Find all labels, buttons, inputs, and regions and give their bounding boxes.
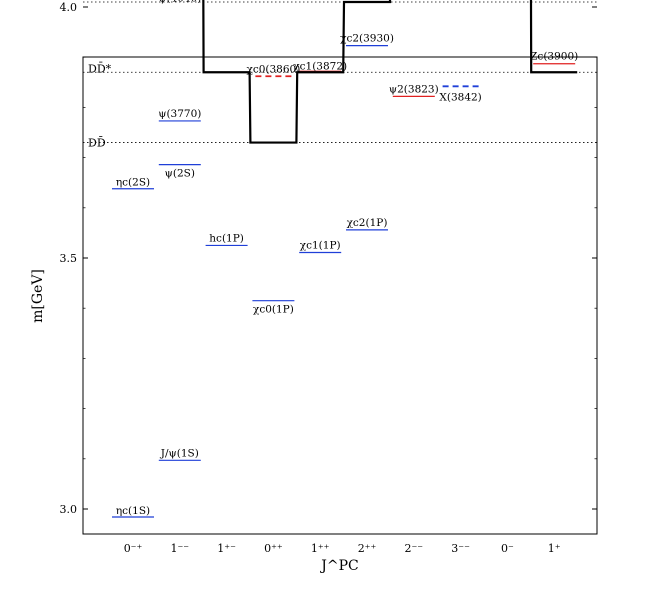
state-label: ψ(2S) [165, 168, 195, 180]
state-label: χc0(3860) [246, 63, 300, 75]
x-axis-label: J^PC [319, 558, 358, 574]
threshold-label: DD̄* [88, 62, 112, 75]
state-label: χc1(3872) [293, 60, 347, 72]
x-tick-label: 2⁺⁺ [358, 542, 377, 555]
state-label: X(3842) [439, 91, 481, 103]
threshold-step-line [202, 0, 578, 144]
state-label: χc2(3930) [340, 33, 394, 45]
state-label: J/ψ(1S) [160, 447, 199, 459]
state-label: χc0(1P) [253, 304, 294, 316]
state-label: χc1(1P) [300, 239, 341, 251]
state-label: ηc(1S) [116, 505, 150, 517]
x-tick-label: 3⁻⁻ [451, 542, 470, 555]
x-tick-label: 2⁻⁻ [404, 542, 423, 555]
y-tick-label: 4.0 [60, 1, 78, 14]
x-axis-ticks: 0⁻⁺ 1⁻⁻ 1⁺⁻ 0⁺⁺ 1⁺⁺ 2⁺⁺ 2⁻⁻ 3⁻⁻ 0⁻ 1⁺ [124, 542, 561, 555]
y-tick-label: 3.0 [60, 503, 78, 516]
state-label: Zc(3900) [530, 51, 578, 63]
state-label: hc(1P) [209, 232, 244, 244]
y-tick-label: 3.5 [60, 252, 78, 265]
x-tick-label: 0⁻ [501, 542, 514, 555]
y-axis-ticks: 3.03.54.04.5 [60, 1, 597, 516]
threshold-lines: D*D̄₂*D*D̄₁DD̄₂*DD̄₁D*D̄*DD̄*DD̄ [83, 0, 597, 150]
state-label: ηc(2S) [116, 177, 150, 189]
state-label: ψ(3770) [158, 108, 201, 120]
x-tick-label: 1⁻⁻ [170, 542, 189, 555]
state-label: χc2(1P) [347, 217, 388, 229]
y-axis-label: m[GeV] [30, 269, 46, 323]
state-label: ψ2(3823) [389, 83, 439, 95]
x-tick-label: 0⁻⁺ [124, 542, 143, 555]
x-tick-label: 0⁺⁺ [264, 542, 283, 555]
threshold-label: DD̄ [88, 137, 106, 150]
x-tick-label: 1⁺ [548, 542, 561, 555]
threshold-label: D*D̄* [88, 0, 117, 3]
x-tick-label: 1⁺⁺ [311, 542, 330, 555]
plot-frame [82, 56, 598, 535]
state-label: ψ(4040) [158, 0, 201, 4]
x-tick-label: 1⁺⁻ [217, 542, 236, 555]
state-levels: ηc(1S)ηc(2S)J/ψ(1S)ψ(2S)ψ(3770)ψ(4040)ψ(… [112, 0, 578, 518]
